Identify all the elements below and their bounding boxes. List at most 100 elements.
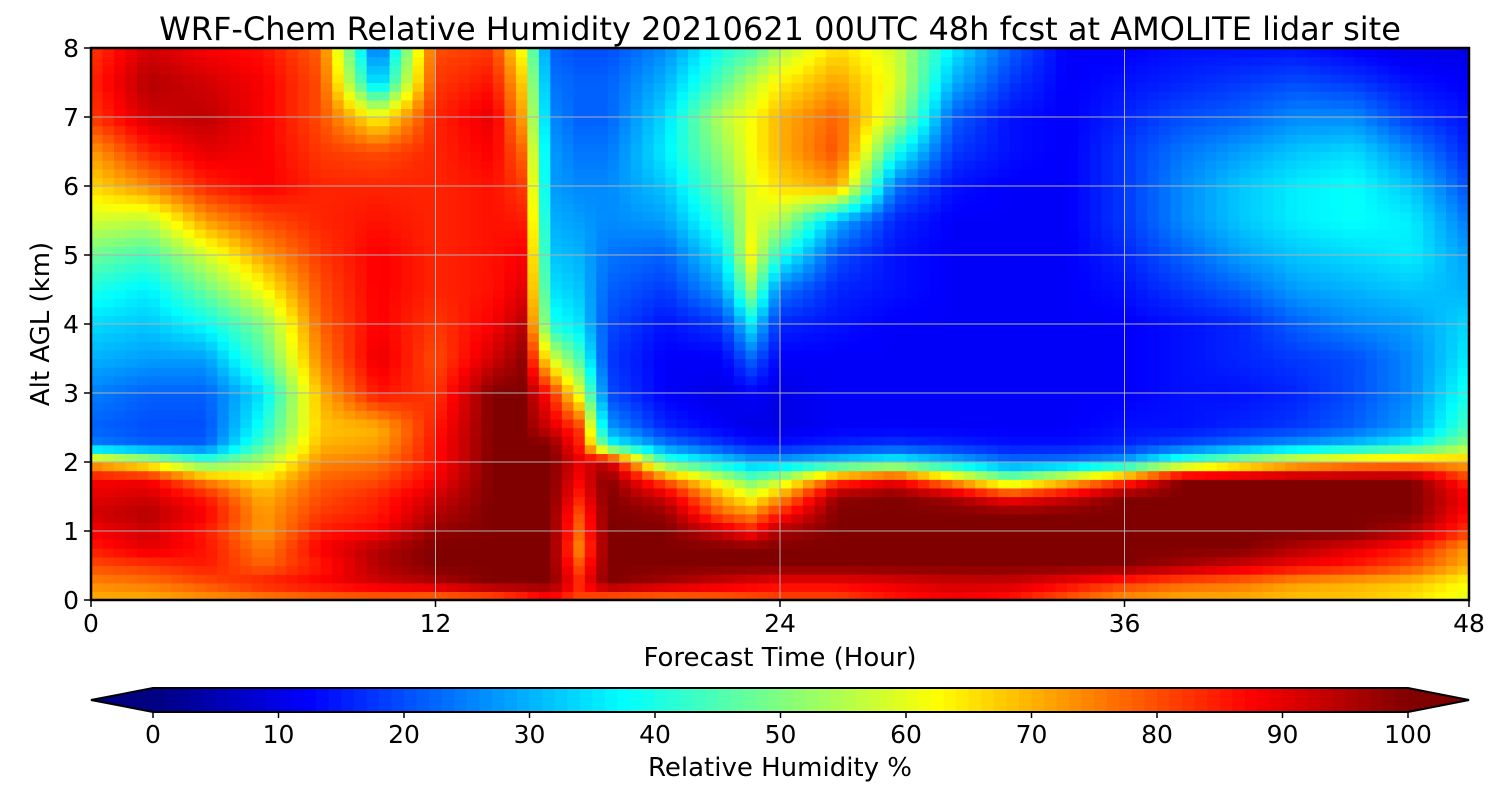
- heatmap-cell: [837, 418, 850, 429]
- heatmap-cell: [343, 341, 356, 351]
- heatmap-cell: [401, 401, 414, 411]
- heatmap-cell: [561, 367, 574, 377]
- heatmap-cell: [1090, 418, 1103, 429]
- heatmap-cell: [1078, 444, 1091, 454]
- heatmap-cell: [860, 436, 873, 446]
- heatmap-cell: [642, 324, 655, 334]
- heatmap-cell: [1308, 565, 1321, 575]
- heatmap-cell: [1250, 332, 1263, 342]
- heatmap-cell: [986, 358, 999, 368]
- heatmap-cell: [309, 453, 322, 463]
- heatmap-cell: [780, 522, 793, 532]
- heatmap-cell: [814, 332, 827, 342]
- heatmap-cell: [1446, 582, 1459, 592]
- heatmap-cell: [1227, 375, 1240, 385]
- heatmap-cell: [332, 453, 345, 463]
- heatmap-cell: [481, 418, 494, 429]
- heatmap-cell: [1204, 289, 1217, 299]
- heatmap-cell: [1296, 470, 1309, 480]
- heatmap-cell: [194, 479, 207, 489]
- heatmap-cell: [1090, 375, 1103, 385]
- heatmap-cell: [274, 393, 287, 403]
- heatmap-cell: [515, 263, 528, 273]
- heatmap-cell: [906, 410, 919, 420]
- heatmap-cell: [1135, 522, 1149, 532]
- heatmap-cell: [584, 574, 597, 584]
- heatmap-cell: [515, 298, 528, 308]
- heatmap-cell: [619, 410, 632, 420]
- heatmap-cell: [435, 289, 448, 299]
- heatmap-cell: [699, 418, 712, 429]
- heatmap-cell: [963, 513, 976, 523]
- heatmap-cell: [1285, 548, 1298, 558]
- heatmap-cell: [1308, 375, 1321, 385]
- heatmap-cell: [1457, 263, 1469, 273]
- heatmap-cell: [1021, 479, 1034, 489]
- heatmap-cell: [1457, 548, 1469, 558]
- heatmap-cell: [228, 393, 241, 403]
- heatmap-cell: [1423, 427, 1436, 437]
- heatmap-cell: [481, 349, 494, 360]
- heatmap-cell: [734, 332, 747, 342]
- heatmap-cell: [1078, 591, 1091, 600]
- heatmap-cell: [343, 237, 356, 247]
- heatmap-cell: [492, 401, 505, 411]
- heatmap-cell: [596, 470, 609, 480]
- heatmap-cell: [251, 298, 264, 308]
- heatmap-cell: [757, 341, 770, 351]
- heatmap-cell: [848, 384, 861, 394]
- heatmap-cell: [527, 367, 540, 377]
- heatmap-cell: [343, 505, 356, 515]
- heatmap-cell: [975, 487, 988, 498]
- heatmap-cell: [1135, 315, 1149, 325]
- heatmap-cell: [642, 280, 655, 291]
- heatmap-cell: [458, 496, 471, 506]
- heatmap-cell: [1227, 436, 1240, 446]
- heatmap-cell: [584, 246, 597, 256]
- heatmap-cell: [1319, 444, 1332, 454]
- heatmap-cell: [573, 565, 586, 575]
- heatmap-cell: [286, 401, 299, 411]
- heatmap-cell: [1457, 418, 1469, 429]
- heatmap-cell: [1250, 548, 1263, 558]
- heatmap-cell: [113, 315, 127, 325]
- heatmap-cell: [1423, 582, 1436, 592]
- heatmap-cell: [113, 479, 127, 489]
- heatmap-cell: [91, 272, 104, 282]
- heatmap-cell: [1044, 574, 1057, 584]
- heatmap-cell: [1400, 591, 1413, 600]
- heatmap-cell: [906, 487, 919, 498]
- heatmap-cell: [102, 272, 115, 282]
- heatmap-cell: [504, 358, 517, 368]
- heatmap-cell: [136, 522, 150, 532]
- heatmap-cell: [906, 470, 919, 480]
- heatmap-cell: [722, 444, 735, 454]
- heatmap-cell: [1124, 272, 1137, 282]
- heatmap-cell: [1273, 479, 1286, 489]
- heatmap-cell: [504, 306, 517, 316]
- heatmap-cell: [228, 349, 241, 360]
- heatmap-cell: [607, 358, 620, 368]
- heatmap-cell: [998, 487, 1011, 498]
- heatmap-cell: [906, 401, 919, 411]
- heatmap-cell: [458, 289, 471, 299]
- heatmap-cell: [791, 384, 804, 394]
- heatmap-cell: [297, 565, 310, 575]
- heatmap-cell: [1147, 556, 1160, 567]
- heatmap-cell: [1227, 246, 1240, 256]
- heatmap-cell: [871, 410, 884, 420]
- heatmap-cell: [194, 418, 207, 429]
- heatmap-cell: [355, 531, 368, 541]
- heatmap-cell: [940, 418, 953, 429]
- heatmap-cell: [538, 410, 551, 420]
- heatmap-cell: [1342, 470, 1355, 480]
- heatmap-cell: [630, 384, 643, 394]
- heatmap-cell: [240, 427, 253, 437]
- heatmap-cell: [1239, 565, 1252, 575]
- heatmap-cell: [1158, 531, 1172, 541]
- heatmap-cell: [1354, 427, 1367, 437]
- heatmap-cell: [343, 418, 356, 429]
- heatmap-cell: [1365, 436, 1378, 446]
- heatmap-cell: [401, 462, 414, 472]
- heatmap-cell: [952, 246, 965, 256]
